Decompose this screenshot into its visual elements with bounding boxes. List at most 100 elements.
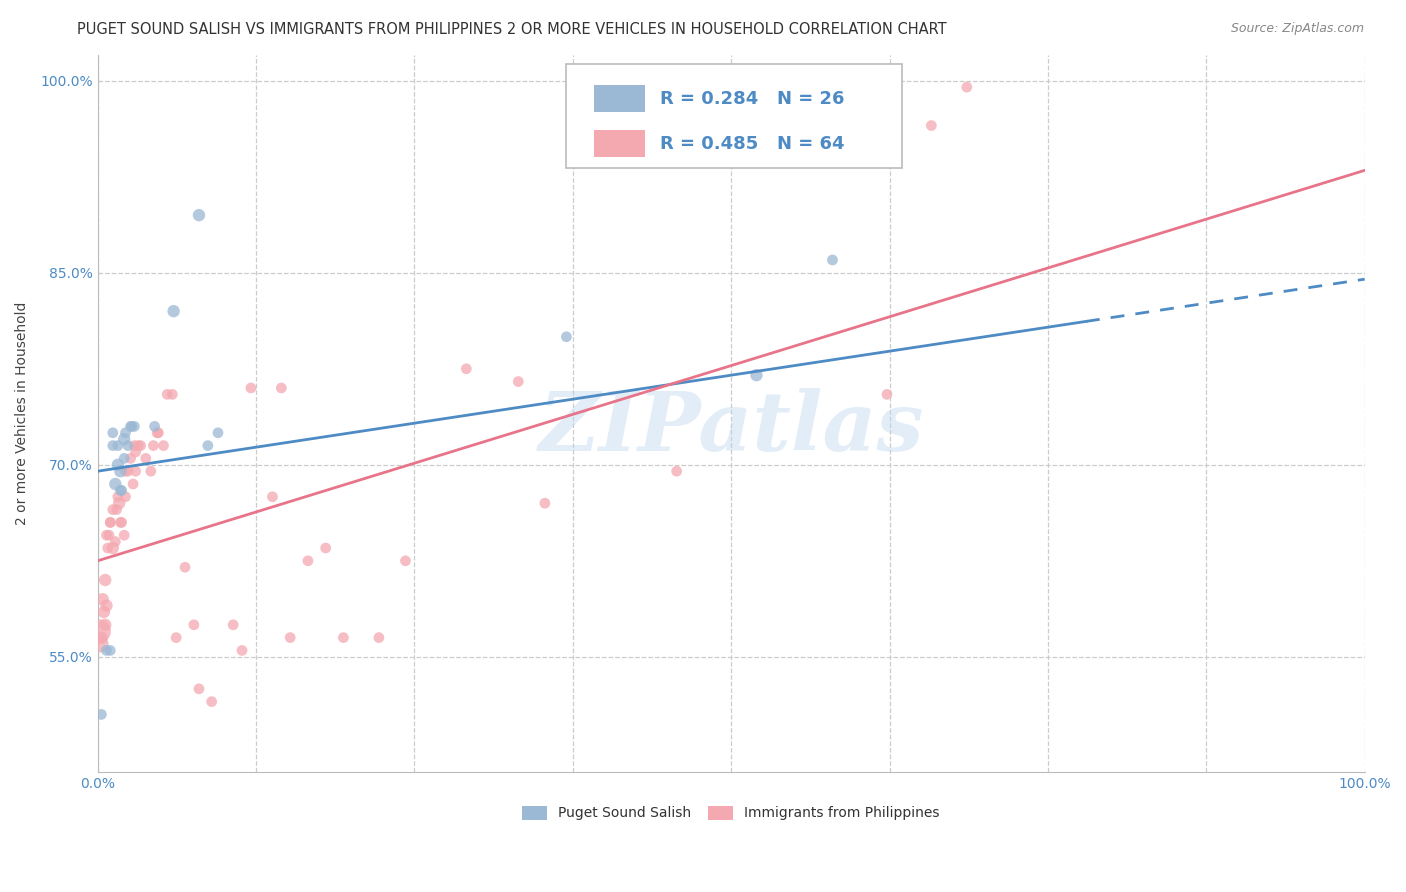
Point <box>98 643 121 657</box>
Point <box>165 631 187 645</box>
Point <box>94 617 117 632</box>
Point <box>114 490 136 504</box>
Point <box>135 451 157 466</box>
Point <box>129 439 152 453</box>
Point <box>534 496 557 510</box>
Point <box>143 419 166 434</box>
Point <box>97 541 120 555</box>
Point <box>297 554 319 568</box>
FancyBboxPatch shape <box>595 130 645 157</box>
Point <box>262 490 284 504</box>
Point <box>107 458 129 472</box>
Point <box>367 631 389 645</box>
Point <box>111 516 134 530</box>
Point <box>105 502 128 516</box>
Point <box>98 516 121 530</box>
Text: PUGET SOUND SALISH VS IMMIGRANTS FROM PHILIPPINES 2 OR MORE VEHICLES IN HOUSEHOL: PUGET SOUND SALISH VS IMMIGRANTS FROM PH… <box>77 22 948 37</box>
Point <box>127 439 149 453</box>
Point <box>124 439 146 453</box>
Point <box>278 631 301 645</box>
Point <box>456 361 478 376</box>
Point <box>665 464 688 478</box>
Point <box>110 464 132 478</box>
Point <box>96 599 118 613</box>
Point <box>120 451 142 466</box>
Point <box>104 534 127 549</box>
Point <box>121 419 143 434</box>
Point <box>315 541 337 555</box>
Point <box>148 425 170 440</box>
Text: Source: ZipAtlas.com: Source: ZipAtlas.com <box>1230 22 1364 36</box>
Point <box>146 425 169 440</box>
Point <box>188 681 211 696</box>
Point <box>114 464 136 478</box>
Point <box>112 528 135 542</box>
Point <box>107 490 129 504</box>
Point <box>96 643 118 657</box>
Point <box>139 464 162 478</box>
Point <box>112 432 135 446</box>
Point <box>174 560 197 574</box>
Point <box>111 483 134 498</box>
Point <box>110 516 132 530</box>
Point <box>107 439 129 453</box>
Point <box>745 368 768 383</box>
Text: R = 0.485   N = 64: R = 0.485 N = 64 <box>661 135 845 153</box>
Point <box>231 643 253 657</box>
Point <box>270 381 292 395</box>
Point <box>201 695 224 709</box>
Point <box>120 419 142 434</box>
Point <box>162 304 184 318</box>
Point <box>124 464 146 478</box>
Y-axis label: 2 or more Vehicles in Household: 2 or more Vehicles in Household <box>15 301 30 525</box>
FancyBboxPatch shape <box>595 86 645 112</box>
Point <box>188 208 211 222</box>
Point <box>104 477 127 491</box>
Text: R = 0.284   N = 26: R = 0.284 N = 26 <box>661 90 845 108</box>
Point <box>98 528 121 542</box>
Point <box>117 464 139 478</box>
Point <box>876 387 898 401</box>
Point <box>156 387 179 401</box>
Point <box>142 439 165 453</box>
Point <box>222 617 245 632</box>
Point <box>101 502 124 516</box>
Point <box>207 425 229 440</box>
Point <box>98 516 121 530</box>
Point <box>152 439 174 453</box>
Point <box>683 112 706 127</box>
Point <box>332 631 354 645</box>
Point <box>124 419 146 434</box>
Point <box>394 554 416 568</box>
Point <box>555 330 578 344</box>
Point <box>101 541 124 555</box>
Legend: Puget Sound Salish, Immigrants from Philippines: Puget Sound Salish, Immigrants from Phil… <box>517 800 945 826</box>
Point <box>183 617 205 632</box>
Point <box>101 439 124 453</box>
Point <box>239 381 262 395</box>
Point <box>91 592 114 607</box>
Point <box>90 707 112 722</box>
Point <box>94 573 117 587</box>
Text: ZIPatlas: ZIPatlas <box>538 388 924 468</box>
Point <box>117 439 139 453</box>
Point <box>90 631 112 645</box>
Point <box>956 80 979 95</box>
Point <box>89 637 111 651</box>
Point <box>508 375 530 389</box>
Point <box>821 252 844 267</box>
Point <box>101 425 124 440</box>
Point <box>920 119 942 133</box>
Point <box>122 477 145 491</box>
Point <box>124 445 146 459</box>
Point <box>110 483 132 498</box>
Point <box>162 387 184 401</box>
Point <box>108 496 131 510</box>
Point <box>93 605 115 619</box>
FancyBboxPatch shape <box>567 63 903 168</box>
Point <box>114 425 136 440</box>
Point <box>87 624 110 639</box>
Point <box>112 451 135 466</box>
Point <box>96 528 118 542</box>
Point <box>197 439 219 453</box>
